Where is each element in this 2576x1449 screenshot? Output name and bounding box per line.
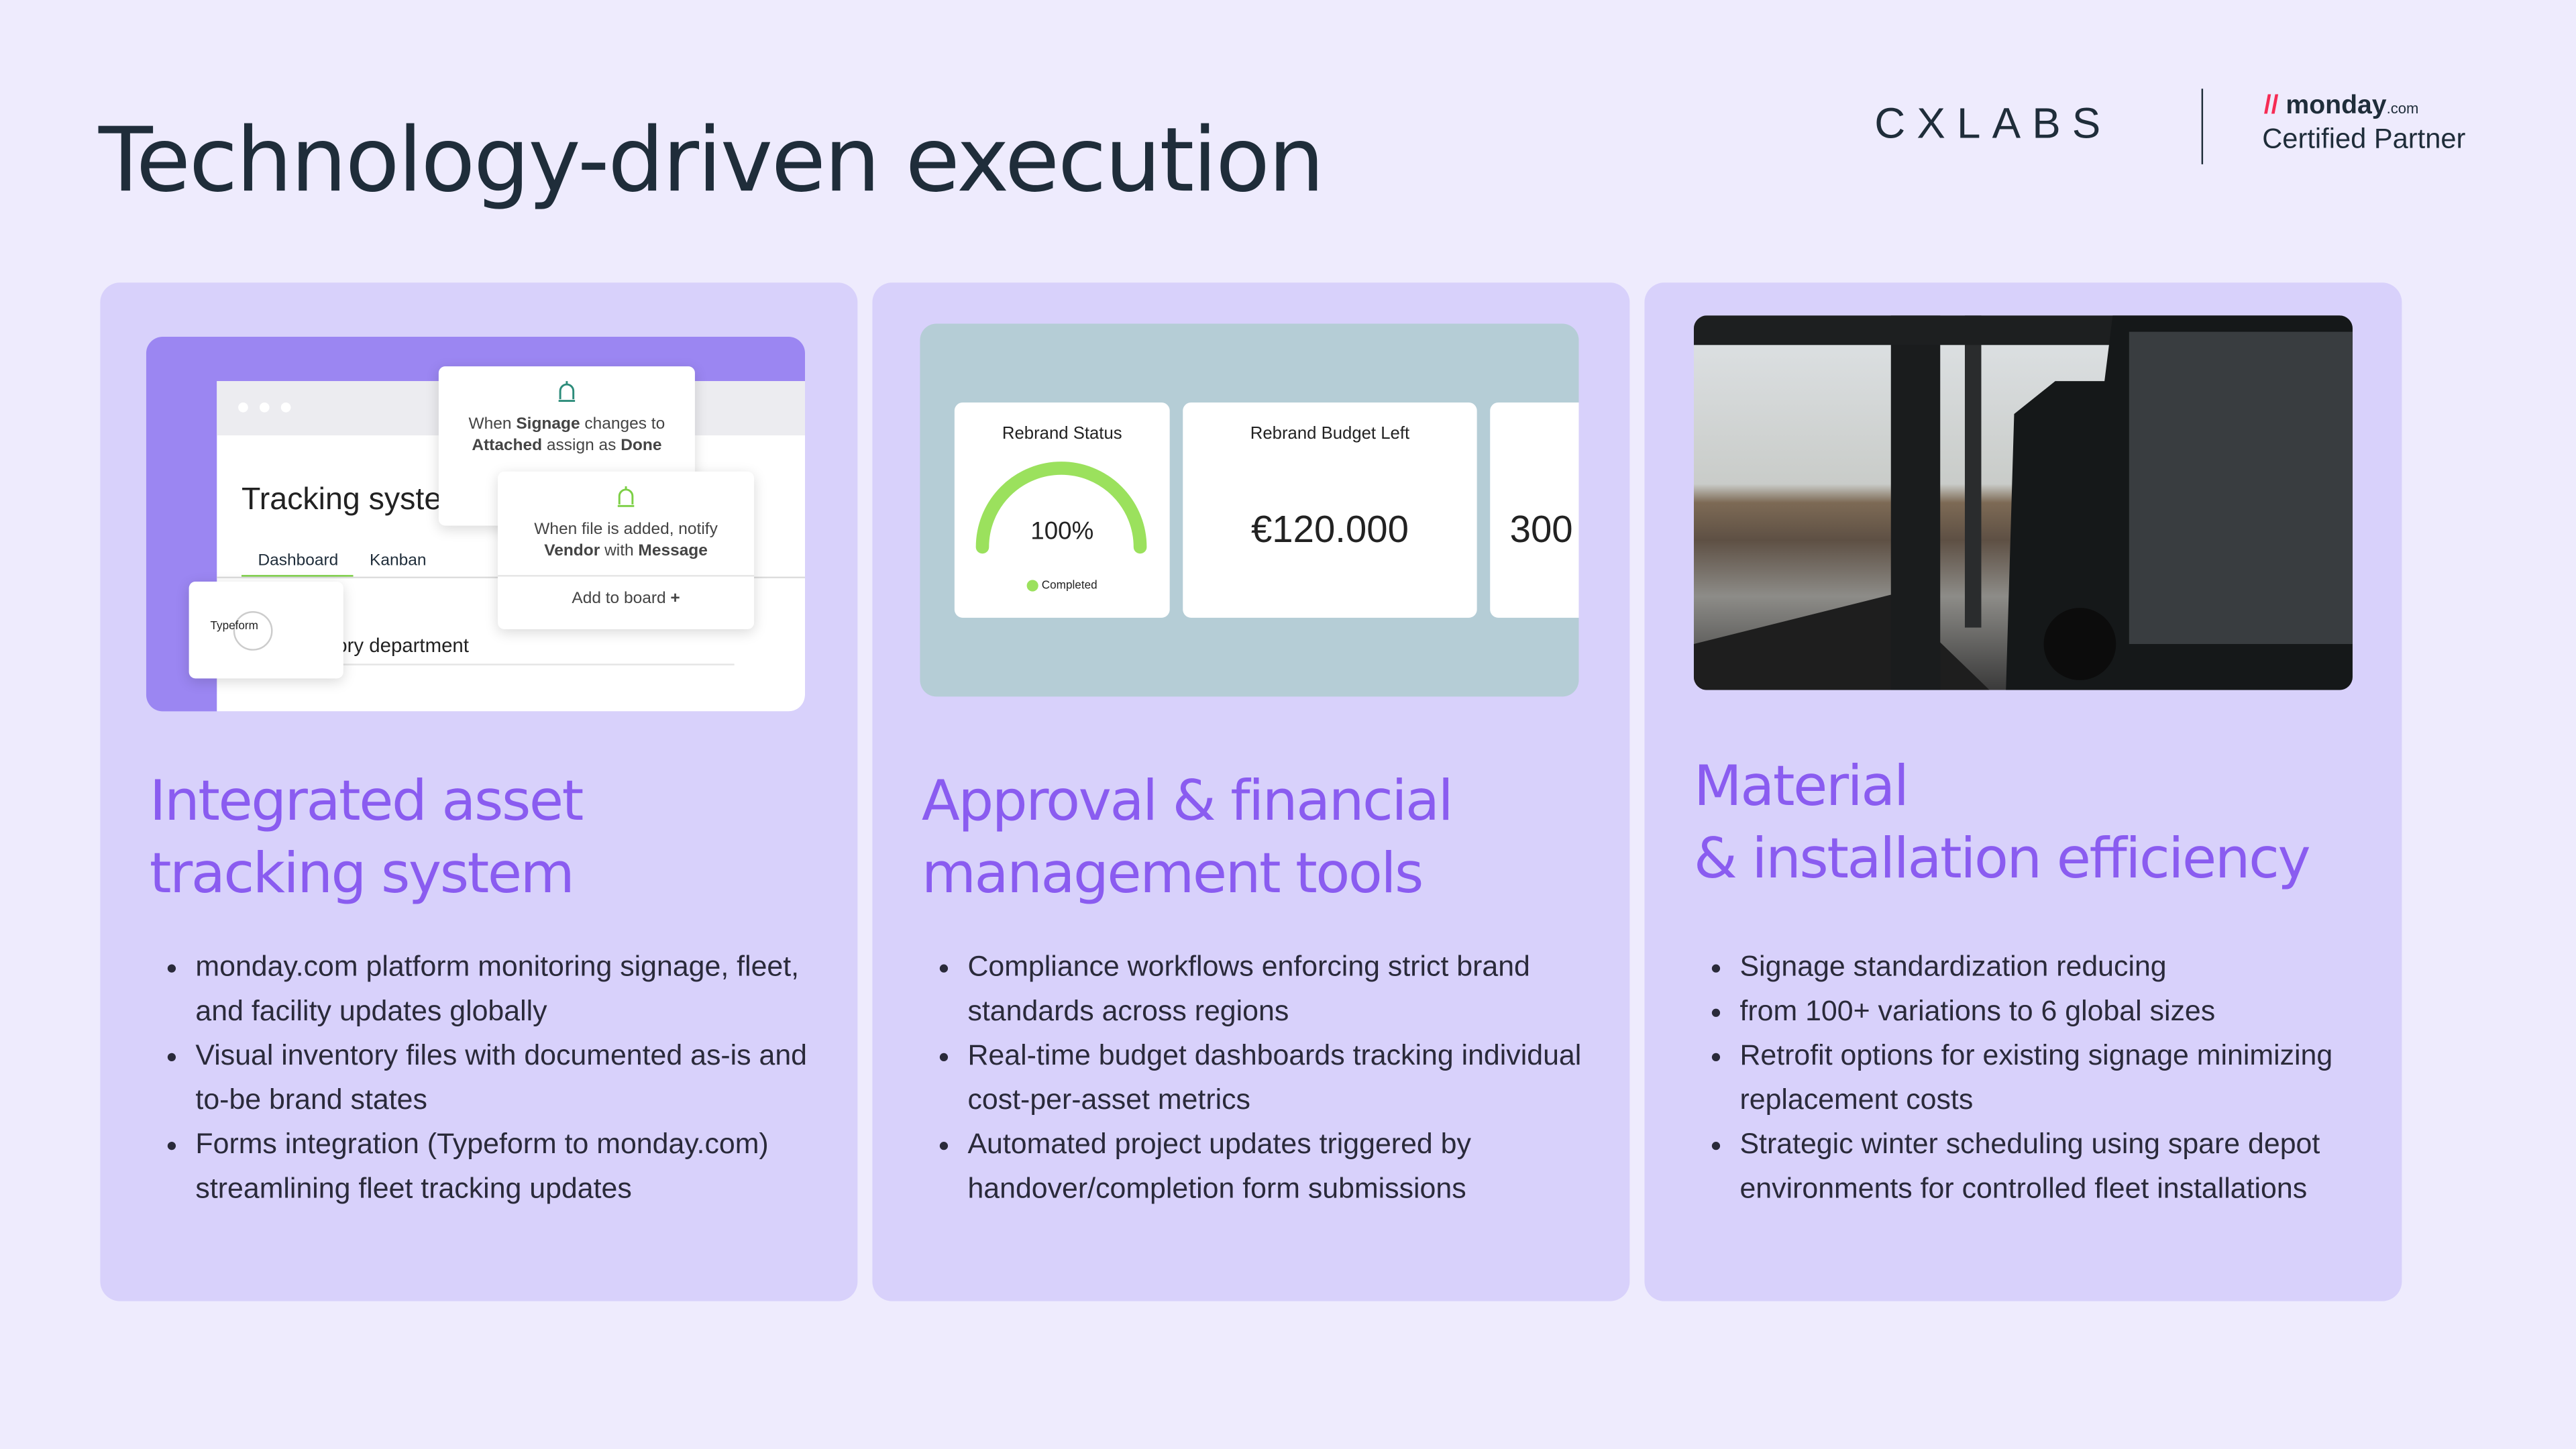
text: Attached	[472, 437, 543, 455]
partner-label: Certified Partner	[2262, 123, 2466, 155]
bell-icon	[558, 381, 576, 402]
logo-circle	[233, 611, 273, 651]
text: Integrated asset	[149, 769, 584, 835]
status-label: Completed	[955, 580, 1170, 592]
tile-value: 300	[1509, 507, 1573, 551]
bullet: Visual inventory files with documented a…	[195, 1033, 820, 1122]
bullet: Forms integration (Typeform to monday.co…	[195, 1122, 820, 1211]
bullet: Automated project updates triggered by h…	[967, 1122, 1592, 1211]
window-title: Tracking system	[241, 483, 468, 518]
bullet-list: Compliance workflows enforcing strict br…	[934, 945, 1592, 1211]
text: Completed	[1041, 580, 1097, 592]
bullet-list: Signage standardization reducingfrom 100…	[1707, 945, 2364, 1211]
bullet: from 100+ variations to 6 global sizes	[1739, 989, 2364, 1033]
divider	[2201, 89, 2204, 164]
text: tracking system	[149, 841, 575, 907]
card: Tracking system Dashboard Kanban Invento…	[100, 282, 858, 1301]
tile: 300	[1490, 402, 1579, 618]
text: Done	[621, 437, 662, 455]
logo: CXLABS	[1874, 98, 2112, 148]
integration-name: Typeform	[210, 621, 258, 633]
text: When file is added, notify	[534, 521, 718, 539]
card-title: Material & installation efficiency	[1693, 751, 2311, 896]
text: Add to board	[572, 590, 666, 608]
tab-underline	[241, 575, 354, 579]
tile-title: Rebrand Status	[1002, 423, 1122, 444]
brand-name: monday	[2286, 92, 2387, 120]
integration-card: Typeform	[189, 581, 343, 679]
icon: +	[670, 590, 680, 608]
status-tile: Rebrand Status 100% Completed	[954, 402, 1170, 618]
bullet: Real-time budget dashboards tracking ind…	[967, 1033, 1592, 1122]
text: Material	[1693, 754, 1909, 820]
gauge-value: 100%	[1030, 517, 1094, 546]
bell-icon	[617, 486, 635, 507]
bullet-list: monday.com platform monitoring signage, …	[162, 945, 820, 1211]
text: Approval & financial	[921, 769, 1454, 835]
text: Vendor	[544, 542, 600, 561]
separator	[241, 663, 735, 665]
bullet: Strategic winter scheduling using spare …	[1739, 1122, 2364, 1211]
card-title: Approval & financial management tools	[921, 765, 1454, 910]
bullet: Compliance workflows enforcing strict br…	[967, 945, 1592, 1033]
card: Material& installation efficiency Signag…	[1644, 282, 2402, 1301]
budget-value: €120.000	[1250, 507, 1409, 551]
mockup: Tracking system Dashboard Kanban Invento…	[146, 337, 806, 712]
text: with	[600, 542, 639, 561]
card: Rebrand Status 100% Completed Rebrand Bu…	[872, 282, 1630, 1301]
window-dots	[238, 402, 291, 413]
bullet: monday.com platform monitoring signage, …	[195, 945, 820, 1033]
text: Signage	[516, 415, 580, 434]
card-title: Integrated asset tracking system	[149, 765, 584, 910]
popup-text: When file is added, notify Vendor with Me…	[498, 519, 754, 562]
text: changes to	[580, 415, 665, 434]
text: & installation efficiency	[1693, 826, 2311, 892]
text: When	[468, 415, 517, 434]
tile-title: Rebrand Budget Left	[1250, 423, 1410, 444]
automation-popup: When file is added, notify Vendor with Me…	[498, 471, 755, 629]
partner-brand: // monday.com	[2264, 92, 2419, 121]
tab[interactable]: Dashboard	[258, 551, 339, 570]
mockup: Rebrand Status 100% Completed Rebrand Bu…	[920, 323, 1579, 697]
status-dot	[1026, 580, 1038, 592]
tab[interactable]: Kanban	[370, 551, 427, 570]
bullet: Retrofit options for existing signage mi…	[1739, 1033, 2364, 1122]
popup-text: When Signage changes to Attached assign a…	[439, 414, 695, 457]
brand-suffix: .com	[2386, 100, 2419, 117]
budget-tile: Rebrand Budget Left €120.000	[1183, 402, 1477, 618]
popup-action[interactable]: Add to board +	[498, 575, 755, 608]
text: management tools	[921, 841, 1424, 907]
bullet: Signage standardization reducing	[1739, 945, 2364, 989]
gauge	[975, 462, 1147, 554]
text: Message	[638, 542, 708, 561]
page-title: Technology-driven execution	[98, 108, 1324, 212]
truck-photo	[1693, 315, 2353, 690]
brand-mark: //	[2263, 92, 2279, 120]
text: assign as	[542, 437, 621, 455]
